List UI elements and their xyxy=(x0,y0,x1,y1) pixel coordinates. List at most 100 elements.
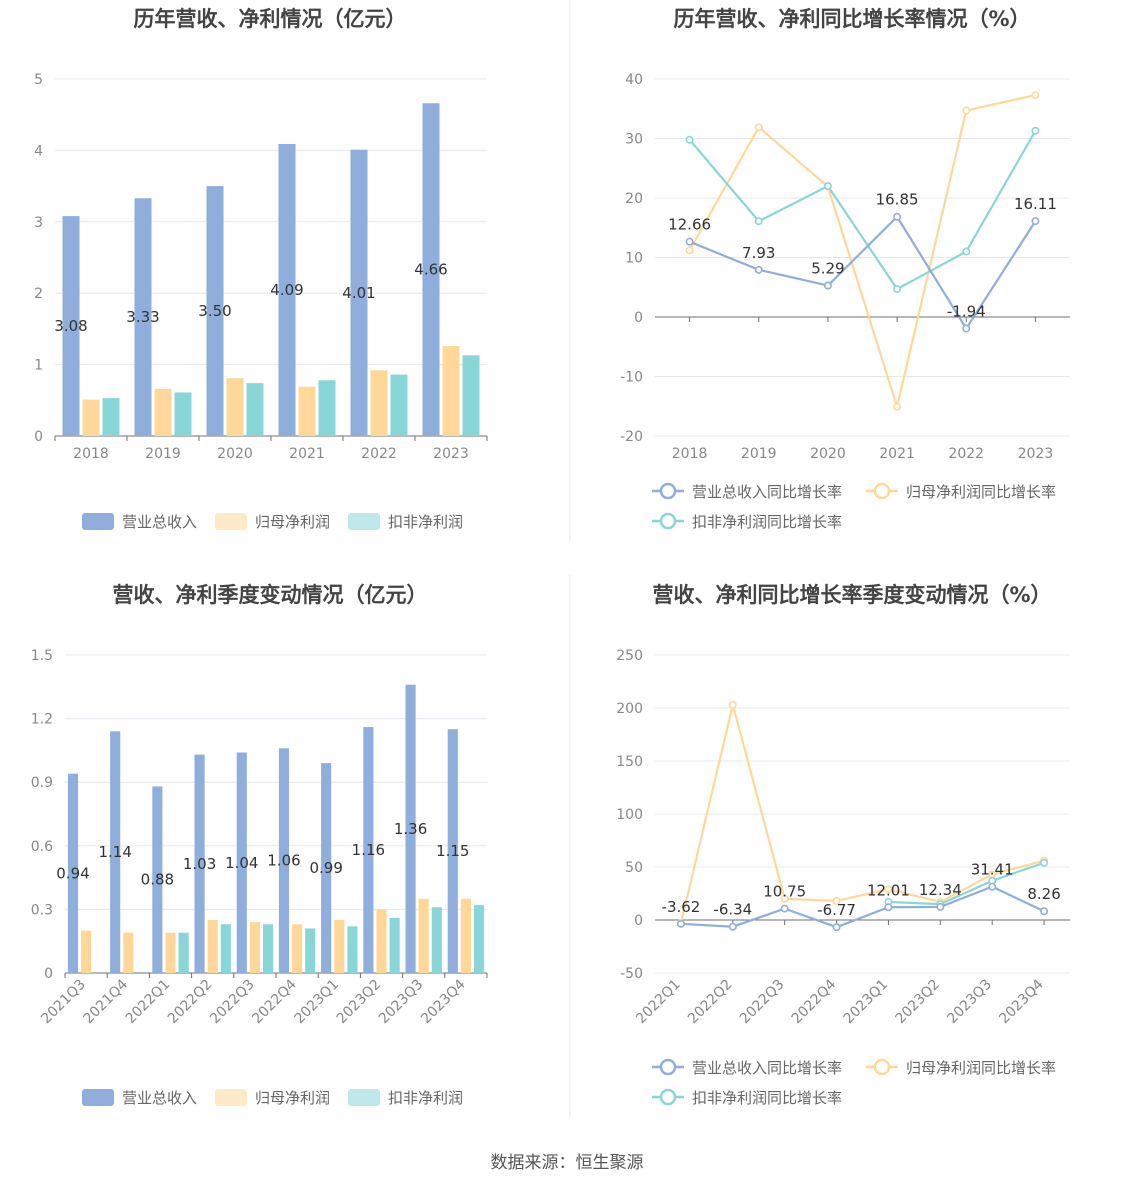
y-tick-label: 40 xyxy=(625,72,643,88)
y-tick-label: -20 xyxy=(620,429,643,445)
bar-1 xyxy=(110,731,121,973)
chart-title: 营收、净利季度变动情况（亿元） xyxy=(113,583,428,607)
chart-panel-3: 营收、净利季度变动情况（亿元）00.30.60.91.21.52021Q3202… xyxy=(31,583,488,1107)
series-point-2 xyxy=(893,402,902,411)
bar-2 xyxy=(334,920,345,973)
bar-3 xyxy=(246,383,264,436)
legend-swatch-marker xyxy=(659,1088,677,1106)
series-point-3 xyxy=(823,182,832,191)
chart-title: 营收、净利同比增长率季度变动情况（%） xyxy=(652,583,1051,607)
legend-swatch-marker xyxy=(873,482,891,500)
y-tick-label: 1.5 xyxy=(31,648,53,664)
data-label: 1.36 xyxy=(394,820,427,838)
chart-panel-1: 历年营收、净利情况（亿元） 0 1 2 3 4 5 2018 2019 2020 2021 2022 2… xyxy=(34,7,488,531)
data-label: 1.15 xyxy=(436,842,469,860)
data-label: 16.85 xyxy=(876,191,919,209)
bar-1 xyxy=(67,773,79,973)
bar-1 xyxy=(278,748,290,973)
x-tick-label: 2023Q1 xyxy=(841,977,892,1028)
data-label: 1.03 xyxy=(183,855,216,873)
y-tick-label: 0 xyxy=(634,310,643,326)
data-label: 31.41 xyxy=(971,861,1014,879)
legend-label: 扣非净利润 xyxy=(388,513,463,531)
series-point-1 xyxy=(754,265,763,274)
data-label: 8.26 xyxy=(1027,885,1060,903)
legend-label: 归母净利润同比增长率 xyxy=(906,483,1056,501)
bar-2 xyxy=(292,924,303,973)
bar-1 xyxy=(278,143,296,436)
series-point-2 xyxy=(832,896,841,905)
series-point-2 xyxy=(962,106,971,115)
bar-3 xyxy=(390,374,408,436)
data-label: 5.29 xyxy=(811,260,844,278)
data-label: 0.99 xyxy=(309,859,342,877)
y-tick-label: 100 xyxy=(616,807,643,823)
series-point-3 xyxy=(754,217,763,226)
series-point-3 xyxy=(1040,858,1049,867)
bar-1 xyxy=(422,103,440,436)
y-tick-label: 0.6 xyxy=(31,839,53,855)
bar-2 xyxy=(298,386,316,436)
data-source-note: 数据来源：恒生聚源 xyxy=(490,1153,644,1173)
legend-label: 归母净利润 xyxy=(255,513,330,531)
series-point-1 xyxy=(962,324,971,333)
y-tick-label: 2 xyxy=(34,286,43,302)
bar-3 xyxy=(431,907,442,973)
y-tick-label: 0 xyxy=(634,913,643,929)
x-tick-label: 2023Q2 xyxy=(334,977,385,1028)
x-tick-label: 2023Q4 xyxy=(418,976,469,1027)
bar-3 xyxy=(462,355,480,436)
series-line-2 xyxy=(679,704,1045,924)
series-point-2 xyxy=(780,894,789,903)
chart-panel-4: 营收、净利同比增长率季度变动情况（%） -50 0 50 100 150 200 250 202… xyxy=(616,583,1070,1107)
series-line-3 xyxy=(688,130,1037,291)
legend-swatch-marker xyxy=(659,482,677,500)
x-tick-label: 2023Q3 xyxy=(376,977,427,1028)
series-point-2 xyxy=(685,246,694,255)
y-tick-label: -50 xyxy=(620,966,643,982)
bar-2 xyxy=(226,378,244,436)
bar-1 xyxy=(363,727,374,973)
series-point-3 xyxy=(893,285,902,294)
series-line-1 xyxy=(680,885,1045,929)
bar-1 xyxy=(447,729,458,973)
data-label: -3.62 xyxy=(662,898,701,916)
chart-title: 历年营收、净利情况（亿元） xyxy=(134,7,407,31)
series-point-1 xyxy=(780,904,789,913)
legend-label: 扣非净利润同比增长率 xyxy=(692,1089,842,1107)
y-tick-label: -10 xyxy=(620,370,643,386)
x-tick-label: 2022Q1 xyxy=(123,977,174,1028)
x-tick-label: 2018 xyxy=(73,446,109,462)
x-tick-label: 2023Q3 xyxy=(944,977,995,1028)
series-point-2 xyxy=(728,700,737,709)
legend-swatch-marker xyxy=(659,1058,677,1076)
x-tick-label: 2023Q1 xyxy=(292,977,343,1028)
bar-3 xyxy=(262,924,274,973)
series-line-3 xyxy=(888,861,1045,906)
legend-swatch xyxy=(348,1089,380,1106)
legend-swatch-marker xyxy=(873,1058,891,1076)
x-tick-label: 2022Q2 xyxy=(165,977,216,1028)
bar-3 xyxy=(473,905,485,973)
bar-2 xyxy=(207,920,218,973)
bar-2 xyxy=(418,898,429,973)
legend-label: 归母净利润 xyxy=(255,1089,330,1107)
series-point-1 xyxy=(1031,217,1040,226)
y-tick-label: 30 xyxy=(625,132,643,148)
data-label: 12.01 xyxy=(867,881,910,899)
bar-1 xyxy=(405,684,416,973)
y-tick-label: 5 xyxy=(34,72,43,88)
series-point-1 xyxy=(685,237,694,246)
x-tick-label: 2023 xyxy=(1018,446,1054,462)
y-tick-label: 50 xyxy=(625,860,643,876)
x-tick-label: 2022 xyxy=(361,446,397,462)
data-label: 4.66 xyxy=(414,261,447,279)
data-label: 1.14 xyxy=(98,843,131,861)
legend-label: 扣非净利润 xyxy=(388,1089,463,1107)
x-tick-label: 2019 xyxy=(741,446,777,462)
y-tick-label: 0.9 xyxy=(31,775,53,791)
x-tick-label: 2022 xyxy=(948,446,984,462)
legend-swatch-marker xyxy=(659,512,677,530)
data-label: 4.01 xyxy=(342,284,375,302)
